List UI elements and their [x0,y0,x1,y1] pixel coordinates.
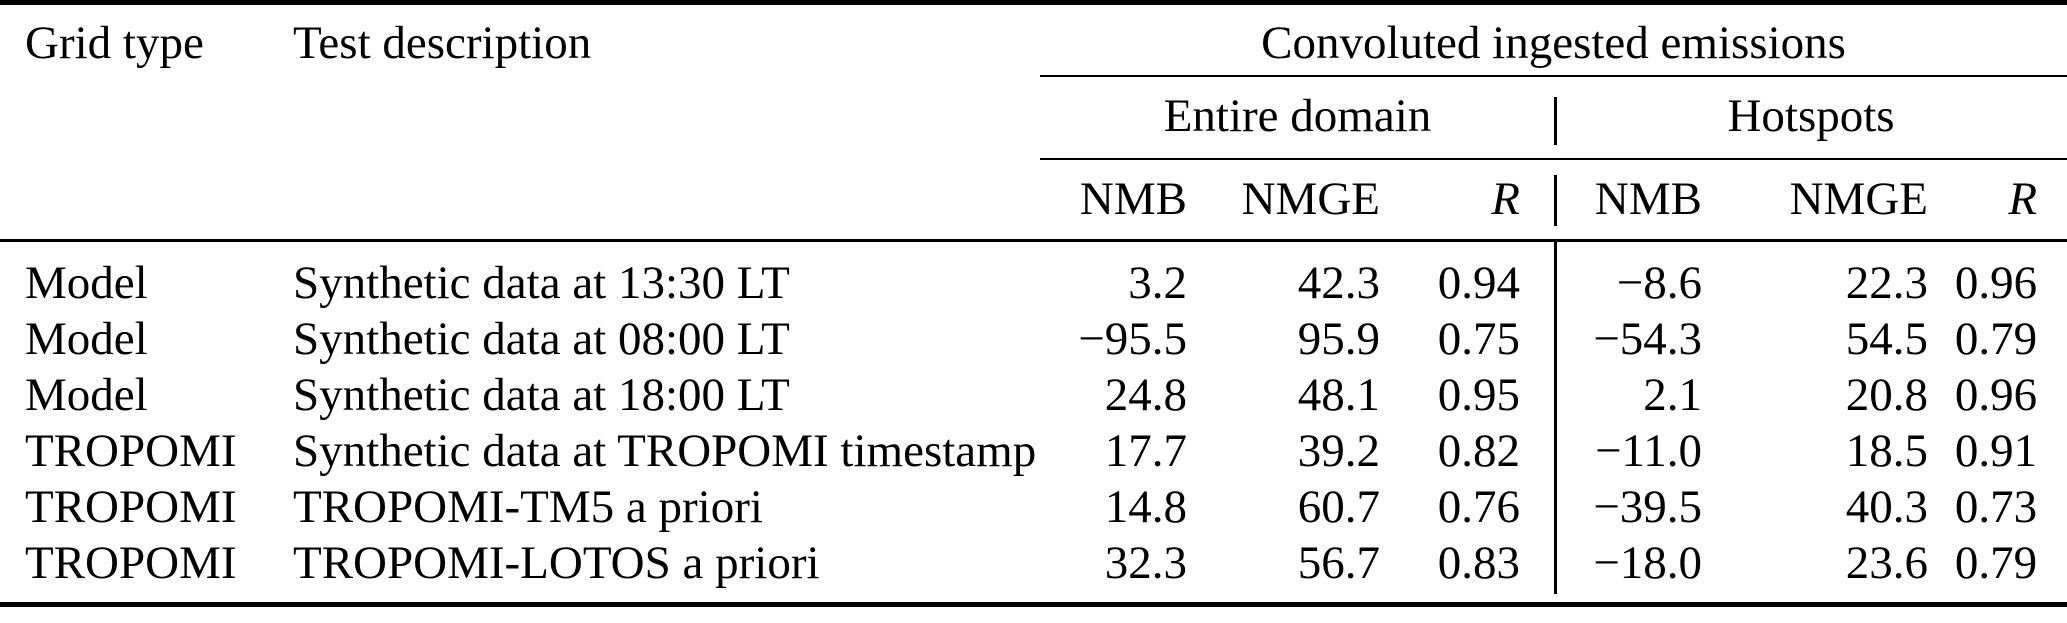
cell-grid-type: Model [25,257,148,310]
cell-ed-nmb: 14.8 [1104,481,1187,534]
cell-ed-nmb: 32.3 [1040,536,1192,607]
cell-hs-r: 0.79 [1933,536,2067,607]
cell-grid-type: TROPOMI [25,425,237,478]
cell-ed-r: 0.75 [1437,313,1520,366]
cell-ed-nmge: 39.2 [1297,425,1380,478]
cell-ed-r: 0.76 [1437,481,1520,534]
cell-hs-r: 0.79 [1954,313,2038,366]
cell-test-description: TROPOMI-TM5 a priori [293,481,763,534]
cell-ed-nmb: −95.5 [1078,313,1187,366]
cell-ed-nmge: 48.1 [1297,369,1380,422]
cell-hs-nmb: −18.0 [1554,536,1712,607]
cell-ed-r: 0.95 [1437,369,1520,422]
cell-ed-nmb: 24.8 [1104,369,1187,422]
test-description-column-header: Test description [280,2,1040,242]
header-row-top: Grid type Test description Convoluted in… [0,2,2067,242]
cell-ed-nmge: 42.3 [1297,257,1380,310]
cell-hs-nmb: −39.5 [1554,480,1712,536]
cell-hs-r: 0.96 [1954,369,2038,422]
table-row: TROPOMI Synthetic data at TROPOMI timest… [0,424,2067,480]
cell-hs-nmb: −54.3 [1554,312,1712,368]
metric-header-ed-nmge: NMGE [1192,158,1385,242]
cell-hs-nmge: 23.6 [1712,536,1933,607]
cell-hs-r: 0.96 [1954,257,2038,310]
cell-ed-nmb: 3.2 [1128,257,1187,310]
cell-grid-type: TROPOMI [25,481,237,534]
cell-hs-nmge: 22.3 [1845,257,1928,310]
cell-hs-nmge: 54.5 [1845,313,1928,366]
group-header-convoluted-ingested-emissions: Convoluted ingested emissions [1040,2,2067,77]
cell-hs-r: 0.91 [1954,425,2038,478]
cell-hs-nmb: 2.1 [1554,368,1712,424]
cell-ed-r: 0.94 [1437,257,1520,310]
table-row: TROPOMI TROPOMI-TM5 a priori 14.8 60.7 0… [0,480,2067,536]
results-table: Grid type Test description Convoluted in… [0,0,2067,607]
cell-hs-nmge: 20.8 [1845,369,1928,422]
cell-hs-nmge: 40.3 [1845,481,1928,534]
cell-ed-r: 0.83 [1385,536,1555,607]
cell-ed-nmge: 56.7 [1192,536,1385,607]
metric-header-hs-r: R [1933,158,2067,242]
header-row-metrics: NMB NMGE R NMB NMGE R [0,158,2067,242]
cell-hs-r: 0.73 [1954,481,2038,534]
metric-header-hs-nmge: NMGE [1712,158,1933,242]
cell-grid-type: Model [25,369,148,422]
cell-hs-nmb: −8.6 [1554,240,1712,313]
cell-hs-nmb: −11.0 [1554,424,1712,480]
metric-header-hs-nmb: NMB [1554,158,1712,242]
subgroup-header-entire-domain: Entire domain [1040,75,1555,160]
cell-hs-nmge: 18.5 [1845,425,1928,478]
cell-ed-nmb: 17.7 [1104,425,1187,478]
grid-type-column-header: Grid type [0,2,280,242]
cell-test-description: Synthetic data at 08:00 LT [293,313,790,366]
metric-header-ed-nmb: NMB [1040,158,1192,242]
cell-ed-nmge: 95.9 [1297,313,1380,366]
metric-header-ed-r: R [1385,158,1555,242]
cell-ed-nmge: 60.7 [1297,481,1380,534]
cell-test-description: Synthetic data at 13:30 LT [293,257,790,310]
table-row: Model Synthetic data at 13:30 LT 3.2 42.… [0,240,2067,313]
cell-ed-r: 0.82 [1437,425,1520,478]
table-row: Model Synthetic data at 18:00 LT 24.8 48… [0,368,2067,424]
table-row: TROPOMI TROPOMI-LOTOS a priori 32.3 56.7… [0,536,2067,607]
cell-grid-type: TROPOMI [0,536,280,607]
cell-test-description: Synthetic data at 18:00 LT [293,369,790,422]
cell-grid-type: Model [25,313,148,366]
table-row: Model Synthetic data at 08:00 LT −95.5 9… [0,312,2067,368]
header-row-subgroups: Entire domain Hotspots [0,75,2067,160]
subgroup-header-hotspots: Hotspots [1553,75,2067,160]
cell-test-description: TROPOMI-LOTOS a priori [280,536,1040,607]
cell-test-description: Synthetic data at TROPOMI timestamp [293,425,1037,478]
